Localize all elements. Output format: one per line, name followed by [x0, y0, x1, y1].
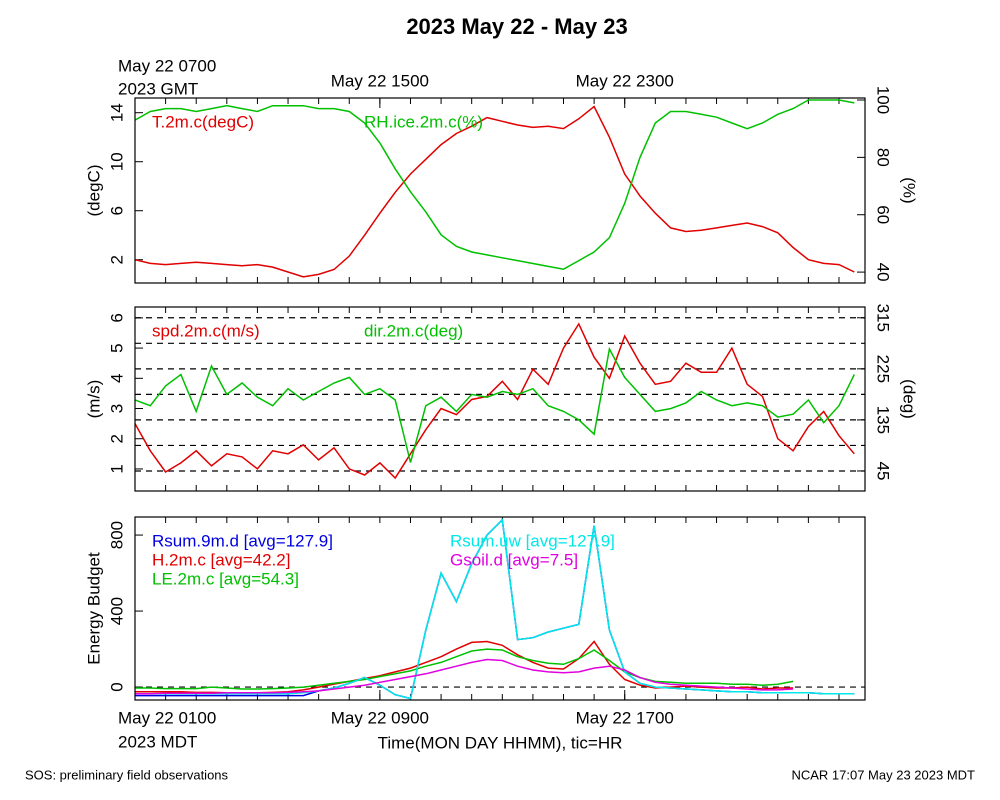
y-tick-label: 10	[107, 152, 126, 171]
legend-label: dir.2m.c(deg)	[364, 321, 463, 340]
y-tick-label: 5	[107, 343, 126, 352]
y2-tick-label: 100	[874, 86, 893, 114]
series-line	[135, 105, 855, 278]
y-tick-label: 6	[107, 206, 126, 215]
y-tick-label: 3	[107, 404, 126, 413]
y2-tick-label: 135	[874, 406, 893, 434]
y-tick-label: 6	[107, 313, 126, 322]
y2-tick-label: 60	[874, 205, 893, 224]
x-tick-label: May 22 0900	[331, 708, 429, 727]
y-tick-label: 800	[107, 521, 126, 549]
x-tick-label: May 22 1500	[331, 71, 429, 90]
series-line	[135, 658, 794, 695]
y-tick-label: 2	[107, 434, 126, 443]
x-tick-label: May 22 0100	[118, 708, 216, 727]
series-line	[135, 322, 855, 480]
legend-label: T.2m.c(degC)	[152, 112, 254, 131]
y2-tick-label: 80	[874, 148, 893, 167]
plot-area	[135, 99, 855, 278]
legend-label: LE.2m.c [avg=54.3]	[152, 569, 299, 588]
y2-axis-label: (%)	[900, 177, 919, 203]
y-axis-label: Energy Budget	[84, 552, 103, 665]
y-tick-label: 2	[107, 255, 126, 264]
x-tick-label: May 22 2300	[576, 71, 674, 90]
series-line	[135, 518, 855, 700]
legend-label: Gsoil.d [avg=7.5]	[450, 550, 578, 569]
y-tick-label: 4	[107, 374, 126, 383]
y-axis-label: (m/s)	[84, 380, 103, 419]
legend-label: spd.2m.c(m/s)	[152, 321, 260, 340]
legend-label: Rsum.uw [avg=127.9]	[450, 531, 615, 550]
plot-area	[135, 518, 855, 700]
y-tick-label: 1	[107, 464, 126, 473]
y2-tick-label: 315	[874, 304, 893, 332]
y-tick-label: 0	[107, 682, 126, 691]
legend-label: Rsum.9m.d [avg=127.9]	[152, 531, 333, 550]
y-tick-label: 14	[107, 103, 126, 122]
y2-axis-label: (deg)	[900, 379, 919, 419]
y-axis-label: (degC)	[84, 165, 103, 217]
series-line	[135, 99, 855, 270]
x-tick-note: 2023 GMT	[118, 79, 198, 98]
legend-label: RH.ice.2m.c(%)	[364, 112, 483, 131]
series-line	[135, 346, 855, 463]
y2-tick-label: 45	[874, 462, 893, 481]
y-tick-label: 400	[107, 597, 126, 625]
x-tick-label: May 22 1700	[576, 708, 674, 727]
panel-frame	[134, 306, 866, 492]
series-line	[135, 648, 794, 690]
y2-tick-label: 225	[874, 355, 893, 383]
y2-tick-label: 40	[874, 263, 893, 282]
legend-label: H.2m.c [avg=42.2]	[152, 550, 290, 569]
x-tick-label: May 22 0700	[118, 56, 216, 75]
chart-title: 2023 May 22 - May 23	[406, 14, 627, 39]
footer-left: SOS: preliminary field observations	[25, 767, 229, 782]
panel-frame	[134, 97, 866, 284]
x-axis-label: Time(MON DAY HHMM), tic=HR	[378, 733, 623, 752]
panel-frame	[134, 516, 866, 701]
x-tick-note: 2023 MDT	[118, 732, 197, 751]
plot-area	[135, 322, 855, 480]
footer-right: NCAR 17:07 May 23 2023 MDT	[791, 767, 975, 782]
